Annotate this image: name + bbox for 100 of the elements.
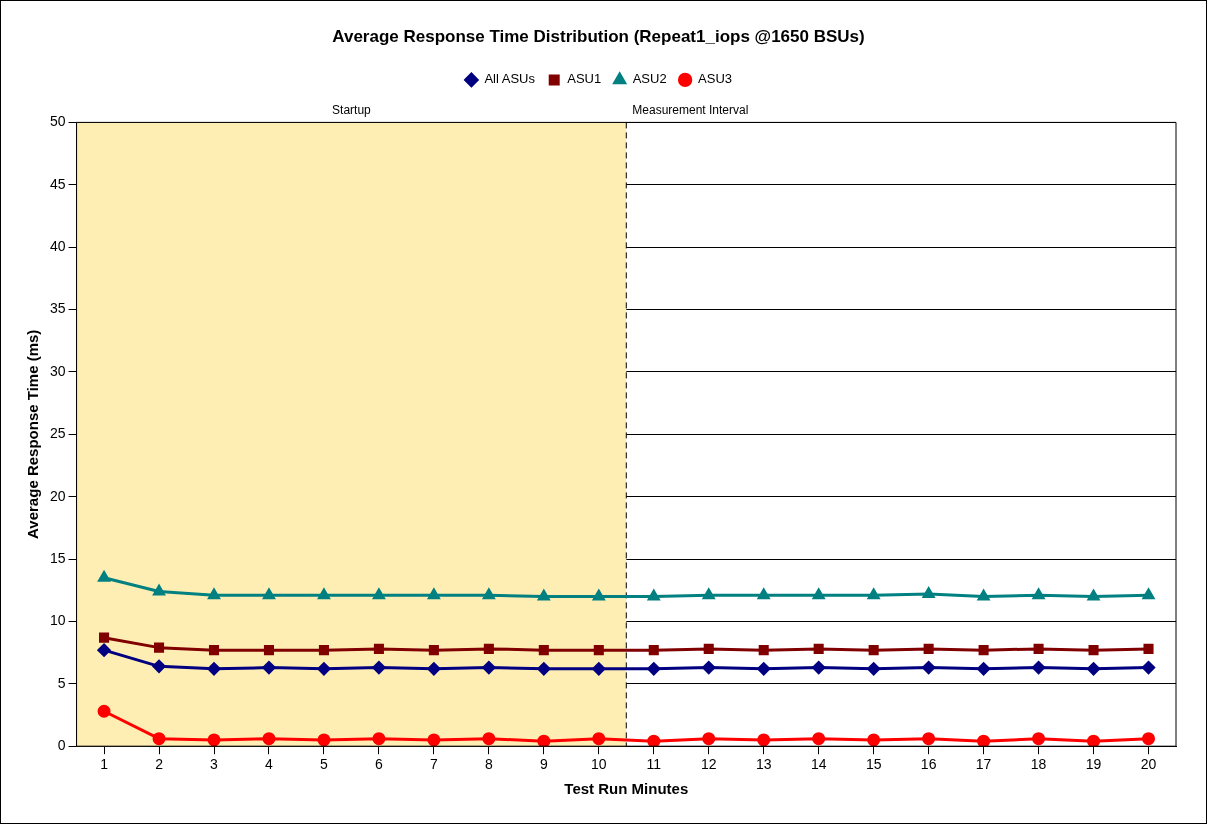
point <box>868 645 879 656</box>
point <box>1032 588 1045 600</box>
point <box>1143 643 1154 654</box>
point <box>757 662 771 676</box>
point <box>1087 589 1100 601</box>
legend-label: ASU1 <box>567 71 602 87</box>
point <box>208 645 220 656</box>
point <box>208 588 220 600</box>
x-tick-label: 20 <box>1140 756 1157 773</box>
point <box>923 643 934 654</box>
point <box>427 733 441 747</box>
x-tick-label: 3 <box>210 756 219 773</box>
point <box>152 732 166 746</box>
y-tick-label: 40 <box>49 238 66 255</box>
point <box>922 732 936 746</box>
point <box>867 733 881 747</box>
point <box>1142 732 1156 746</box>
point <box>428 645 439 656</box>
chart-title: Average Response Time Distribution (Repeat1_iops @1650 BSUs) <box>332 26 865 46</box>
point <box>1087 662 1101 676</box>
x-tick-label: 5 <box>320 756 329 773</box>
x-tick-label: 18 <box>1030 756 1047 773</box>
y-axis-title: Average Response Time (ms) <box>24 329 42 539</box>
x-tick-label: 6 <box>375 756 384 773</box>
point <box>647 734 661 747</box>
point <box>647 589 660 601</box>
point <box>978 645 989 656</box>
point <box>262 732 276 746</box>
point <box>758 645 769 656</box>
point <box>1032 732 1046 746</box>
point <box>537 662 551 676</box>
point <box>428 588 440 600</box>
point <box>263 645 275 656</box>
x-tick-label: 2 <box>155 756 164 773</box>
point <box>153 642 165 653</box>
point <box>1087 734 1101 747</box>
point <box>372 661 386 675</box>
point <box>867 588 880 600</box>
point <box>483 588 495 600</box>
point <box>207 733 221 747</box>
point <box>372 732 386 746</box>
x-tick-label: 8 <box>484 756 493 773</box>
point <box>537 734 551 747</box>
point <box>703 643 714 654</box>
y-tick-label: 10 <box>49 612 66 629</box>
point <box>702 588 715 600</box>
point <box>373 643 384 654</box>
point <box>977 662 991 676</box>
y-tick-label: 50 <box>49 113 66 130</box>
x-tick-label: 1 <box>100 756 109 773</box>
x-tick-label: 16 <box>920 756 937 773</box>
point <box>482 661 496 675</box>
point <box>482 732 496 746</box>
point <box>97 643 111 657</box>
point <box>1142 588 1155 600</box>
y-tick-label: 35 <box>49 300 66 317</box>
point <box>648 645 659 656</box>
point <box>97 704 111 718</box>
y-tick-label: 0 <box>57 737 66 754</box>
point <box>373 588 385 600</box>
point <box>1033 643 1044 654</box>
point <box>538 589 550 601</box>
point <box>427 662 441 676</box>
point <box>317 662 331 676</box>
y-tick-label: 30 <box>49 362 66 379</box>
legend-label: ASU2 <box>632 71 667 87</box>
x-tick-label: 4 <box>265 756 274 773</box>
point <box>977 734 991 747</box>
point <box>263 588 275 600</box>
point <box>757 733 771 747</box>
x-tick-label: 14 <box>810 756 827 773</box>
x-tick-label: 19 <box>1085 756 1102 773</box>
y-tick-label: 15 <box>49 549 66 566</box>
x-axis-title: Test Run Minutes <box>564 780 689 798</box>
y-tick-label: 45 <box>49 175 66 192</box>
point <box>592 732 606 746</box>
point <box>1142 661 1156 675</box>
x-tick-label: 17 <box>975 756 992 773</box>
point <box>318 645 329 656</box>
point <box>757 588 770 600</box>
x-tick-label: 10 <box>591 756 607 773</box>
point <box>702 732 716 746</box>
point <box>867 662 881 676</box>
point <box>207 662 221 676</box>
point <box>922 587 935 598</box>
point <box>813 643 824 654</box>
point <box>318 588 330 600</box>
point <box>812 661 826 675</box>
point <box>812 732 826 746</box>
point <box>483 643 494 654</box>
point <box>593 645 604 656</box>
point <box>99 632 110 643</box>
point <box>922 661 936 675</box>
legend-label: ASU3 <box>698 71 733 87</box>
x-tick-label: 15 <box>865 756 882 773</box>
x-tick-label: 7 <box>429 756 438 773</box>
x-tick-label: 13 <box>755 756 772 773</box>
point <box>538 645 549 656</box>
x-tick-label: 9 <box>539 756 548 773</box>
point <box>1032 661 1046 675</box>
